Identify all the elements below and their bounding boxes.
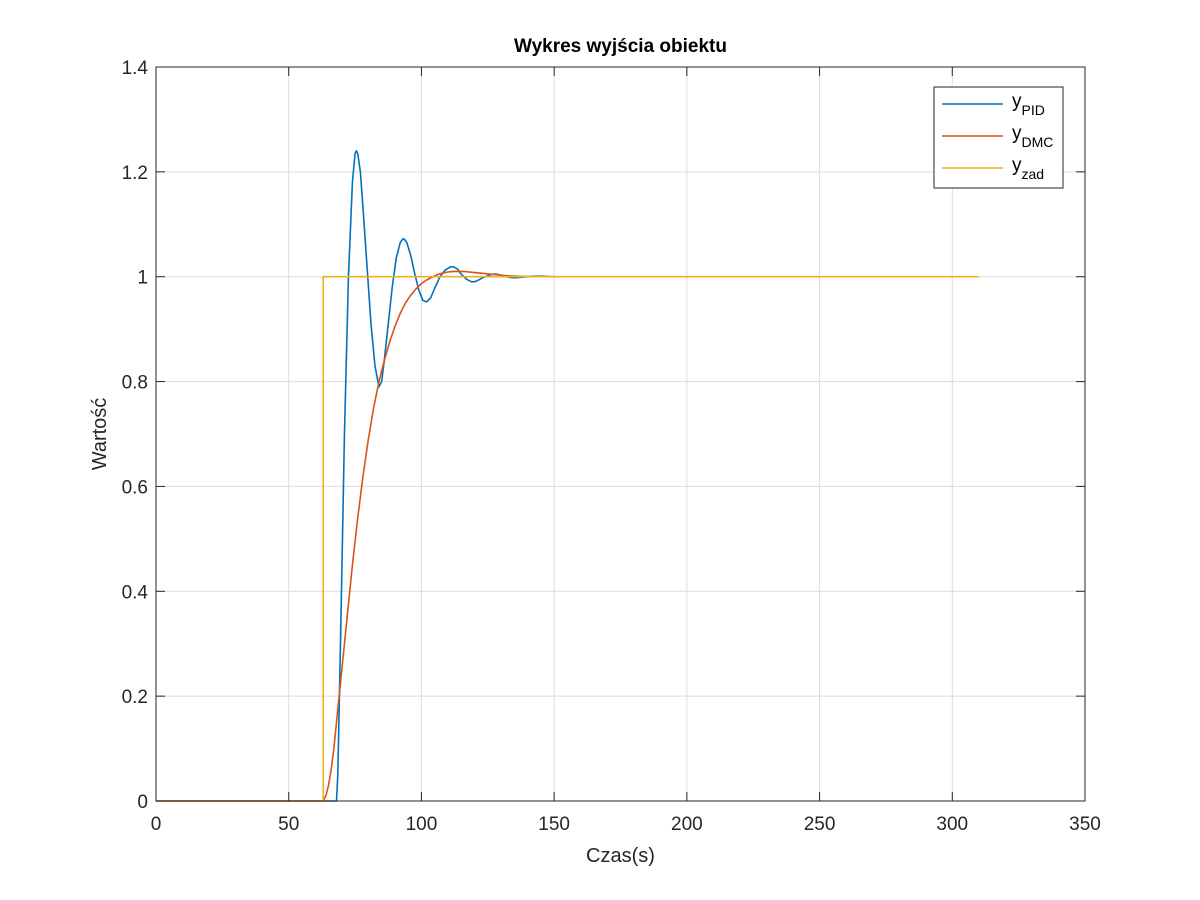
y-tick-label: 0.8 bbox=[122, 373, 148, 394]
y-tick-label: 0.2 bbox=[122, 687, 148, 708]
y-tick-label: 1 bbox=[137, 268, 148, 289]
x-tick-label: 0 bbox=[151, 814, 162, 835]
x-tick-label: 100 bbox=[406, 814, 438, 835]
x-tick-label: 250 bbox=[804, 814, 836, 835]
axes-box bbox=[155, 66, 1086, 802]
x-tick-label: 350 bbox=[1069, 814, 1101, 835]
plot-area bbox=[156, 67, 1085, 801]
y-axis-label: Wartość bbox=[89, 398, 111, 471]
chart-title: Wykres wyjścia obiektu bbox=[514, 36, 727, 57]
legend-entry-zad: yzad bbox=[1012, 155, 1044, 182]
series-line-dmc bbox=[156, 270, 555, 802]
x-tick-label: 50 bbox=[278, 814, 299, 835]
y-tick-label: 0.4 bbox=[122, 582, 149, 603]
y-tick-label: 1.4 bbox=[122, 58, 149, 79]
y-tick-label: 0 bbox=[137, 792, 148, 813]
legend: yPID yDMC yzad bbox=[933, 86, 1064, 189]
x-tick-label: 200 bbox=[671, 814, 703, 835]
tick-marks bbox=[155, 66, 1086, 802]
legend-entry-dmc: yDMC bbox=[1012, 123, 1053, 150]
x-tick-label: 150 bbox=[538, 814, 570, 835]
legend-entry-pid: yPID bbox=[1012, 91, 1045, 118]
x-tick-label: 300 bbox=[936, 814, 968, 835]
y-tick-label: 1.2 bbox=[122, 163, 148, 184]
y-tick-label: 0.6 bbox=[122, 477, 148, 498]
tick-labels: 0 50 100 150 200 250 300 350 0 0.2 0.4 0.6 0.8 1 1.2 1.… bbox=[122, 58, 1101, 835]
x-axis-label: Czas(s) bbox=[586, 845, 655, 867]
